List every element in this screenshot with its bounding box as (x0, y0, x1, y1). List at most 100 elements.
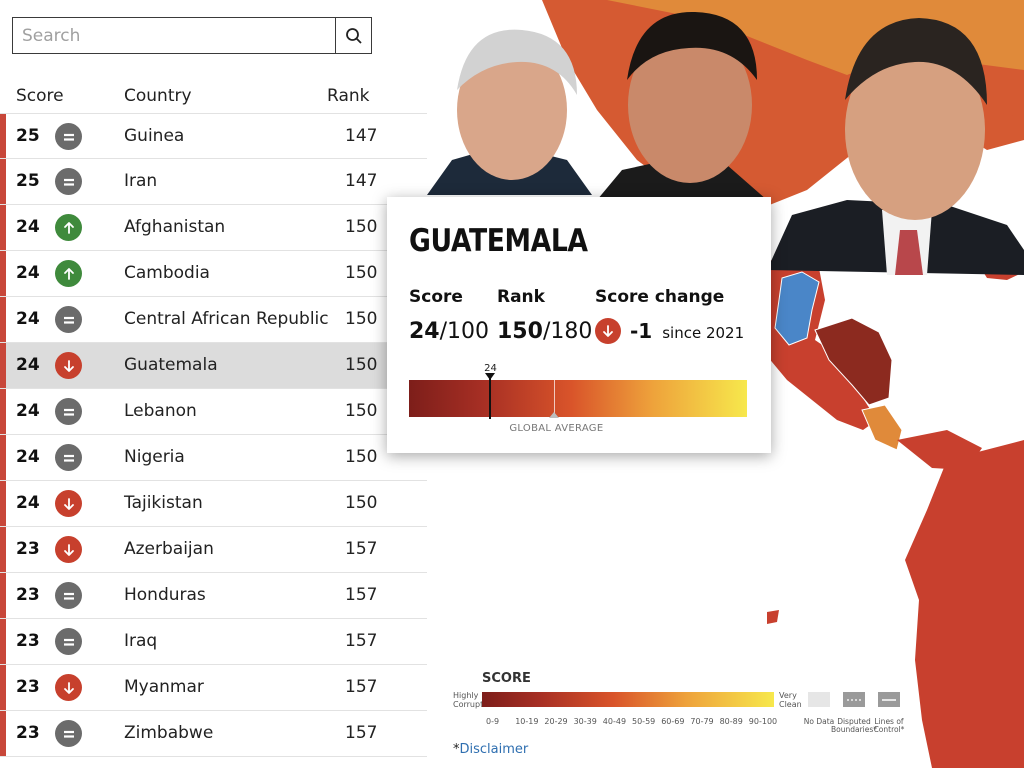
legend-tick: 10-19 (515, 717, 539, 726)
tooltip-change-label: Score change (595, 287, 725, 307)
row-country: Tajikistan (124, 493, 203, 513)
legend-tick: 50-59 (632, 717, 656, 726)
search-icon (345, 27, 362, 44)
row-rank: 157 (345, 631, 378, 651)
row-score: 23 (16, 677, 40, 697)
legend-lines-label: Lines of Control* (873, 717, 905, 734)
row-score: 24 (16, 355, 40, 375)
table-row[interactable]: 24 Afghanistan 150 (0, 205, 427, 251)
disclaimer-link[interactable]: Disclaimer (459, 742, 529, 757)
row-rank: 157 (345, 585, 378, 605)
equals-icon (55, 628, 82, 655)
table-row[interactable]: 24 Tajikistan 150 (0, 481, 427, 527)
row-country: Lebanon (124, 401, 197, 421)
score-column-header[interactable]: Score (16, 86, 64, 106)
table-row[interactable]: 23 Azerbaijan 157 (0, 527, 427, 573)
table-row[interactable]: 23 Myanmar 157 (0, 665, 427, 711)
legend-no-data-swatch (808, 692, 830, 707)
portrait-left (427, 29, 592, 195)
legend-low-label: Highly Corrupt (453, 691, 484, 709)
legend-tick: 0-9 (486, 717, 500, 726)
row-rank: 150 (345, 217, 378, 237)
tooltip-score-change: -1 since 2021 (595, 318, 744, 344)
legend-high-label: Very Clean (779, 691, 802, 709)
tooltip-rank-label: Rank (497, 287, 545, 307)
row-rank: 147 (345, 126, 378, 146)
equals-icon (55, 444, 82, 471)
arrow-up-icon (55, 214, 82, 241)
table-row[interactable]: 24 Guatemala 150 (0, 343, 427, 389)
row-rank: 150 (345, 493, 378, 513)
search-box (12, 17, 372, 54)
row-score: 25 (16, 126, 40, 146)
row-score: 24 (16, 309, 40, 329)
portrait-middle (597, 11, 767, 200)
legend-tick: 90-100 (748, 717, 778, 726)
country-list: 25 Guinea 147 25 Iran 147 24 Afghanistan 150 24 Ca… (0, 113, 427, 757)
tooltip-change-since: since 2021 (662, 324, 745, 342)
map-region-small-islands (767, 610, 779, 624)
row-country: Afghanistan (124, 217, 226, 237)
tooltip-score-label: Score (409, 287, 463, 307)
country-tooltip: GUATEMALA Score Rank Score change 24/100… (387, 197, 771, 453)
row-country: Myanmar (124, 677, 204, 697)
table-row[interactable]: 23 Zimbabwe 157 (0, 711, 427, 757)
tooltip-change-value: -1 (630, 319, 653, 343)
map-region-honduras (814, 317, 893, 406)
equals-icon (55, 720, 82, 747)
table-row[interactable]: 25 Guinea 147 (0, 113, 427, 159)
legend-tick: 40-49 (602, 717, 627, 726)
arrow-down-icon (55, 536, 82, 563)
equals-icon (55, 168, 82, 195)
legend-tick: 70-79 (690, 717, 714, 726)
table-row[interactable]: 23 Honduras 157 (0, 573, 427, 619)
legend-gradient (482, 692, 774, 707)
row-country: Guinea (124, 126, 185, 146)
ranking-panel: Score Country Rank 25Guinea14725Iran1472… (0, 0, 427, 768)
legend-disputed-swatch (843, 692, 865, 707)
gauge-average-label: GLOBAL AVERAGE (509, 423, 604, 434)
row-score: 24 (16, 401, 40, 421)
rank-column-header[interactable]: Rank (327, 86, 370, 106)
world-map[interactable] (427, 0, 1024, 768)
country-column-header[interactable]: Country (124, 86, 192, 106)
table-row[interactable]: 25 Iran 147 (0, 159, 427, 205)
score-gauge (409, 380, 747, 417)
equals-icon (55, 582, 82, 609)
portrait-right (767, 18, 1024, 275)
row-score: 24 (16, 493, 40, 513)
legend-title: SCORE (482, 671, 531, 686)
legend-lines-swatch (878, 692, 900, 707)
row-rank: 150 (345, 355, 378, 375)
gauge-marker-label: 24 (484, 363, 497, 374)
search-input[interactable] (13, 18, 335, 53)
equals-icon (55, 123, 82, 150)
legend-no-data-label: No Data (803, 717, 835, 726)
table-row[interactable]: 24 Nigeria 150 (0, 435, 427, 481)
row-score: 24 (16, 447, 40, 467)
tooltip-rank-max: /180 (542, 319, 593, 344)
disclaimer: *Disclaimer (453, 742, 528, 757)
table-row[interactable]: 24 Central African Republic 150 (0, 297, 427, 343)
gauge-marker-line (489, 377, 492, 419)
row-country: Guatemala (124, 355, 218, 375)
row-score: 23 (16, 585, 40, 605)
search-button[interactable] (335, 18, 371, 53)
disclaimer-star: * (453, 742, 460, 757)
tooltip-score-number: 24 (409, 319, 440, 344)
row-score: 23 (16, 539, 40, 559)
row-score: 23 (16, 723, 40, 743)
table-row[interactable]: 24 Lebanon 150 (0, 389, 427, 435)
tooltip-score-value: 24/100 (409, 319, 489, 344)
table-row[interactable]: 23 Iraq 157 (0, 619, 427, 665)
map-region-costa-rica (861, 404, 903, 451)
gauge-average-marker (549, 412, 560, 418)
arrow-down-icon (55, 490, 82, 517)
row-rank: 157 (345, 539, 378, 559)
arrow-down-icon (595, 318, 621, 344)
row-country: Cambodia (124, 263, 210, 283)
row-country: Azerbaijan (124, 539, 214, 559)
table-row[interactable]: 24 Cambodia 150 (0, 251, 427, 297)
row-rank: 150 (345, 263, 378, 283)
tooltip-score-max: /100 (439, 319, 490, 344)
